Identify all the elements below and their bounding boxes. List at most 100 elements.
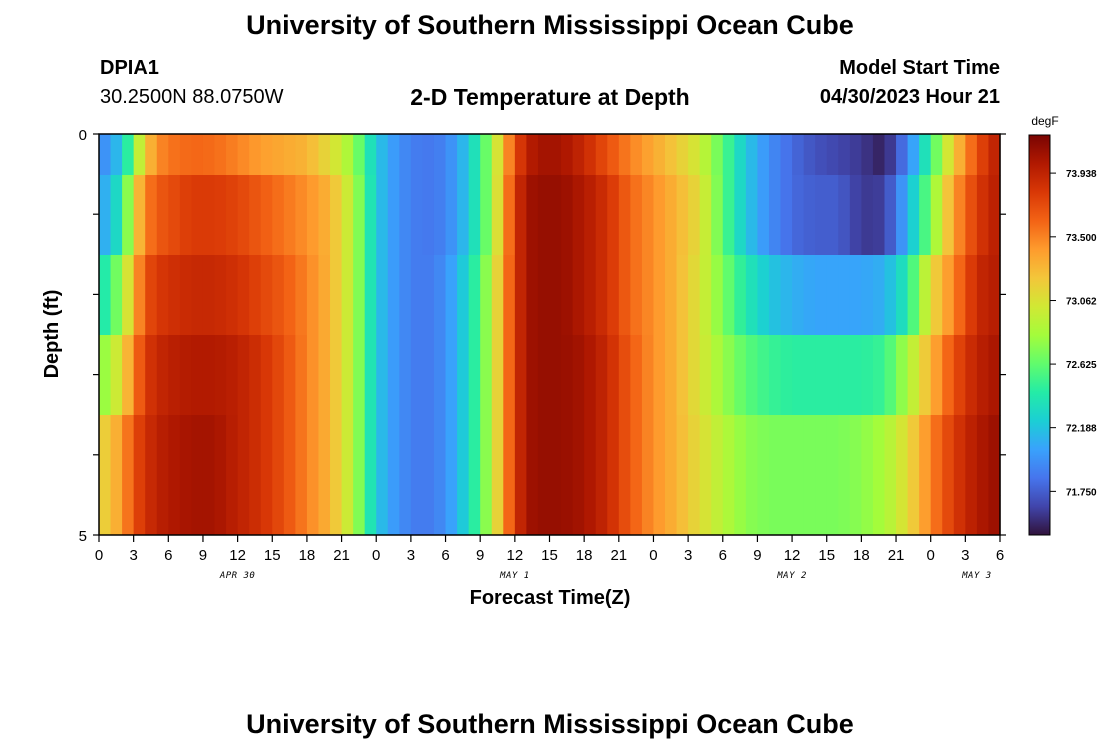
heatmap-cell [364, 335, 377, 416]
heatmap-cell [110, 175, 123, 256]
y-tick-label: 0 [79, 127, 87, 144]
heatmap-cell [376, 415, 389, 496]
heatmap-cell [630, 335, 643, 416]
heatmap-cell [341, 335, 354, 416]
heatmap-cell [433, 495, 447, 536]
heatmap-cell [156, 134, 169, 176]
heatmap-cell [607, 495, 620, 536]
heatmap-cell [480, 175, 493, 256]
heatmap-cell [595, 335, 608, 416]
heatmap-cell [179, 175, 193, 256]
x-tick-label: 12 [229, 547, 246, 564]
x-tick-label: 15 [818, 547, 835, 564]
heatmap-cell [480, 335, 493, 416]
colorbar-tick-label: 71.750 [1066, 487, 1097, 498]
heatmap-cell [168, 415, 181, 496]
heatmap-cell [537, 175, 551, 256]
day-label: MAY 2 [776, 571, 807, 581]
heatmap-cell [699, 134, 712, 176]
x-tick-label: 3 [129, 547, 137, 564]
heatmap-cell [607, 415, 620, 496]
heatmap-cell [399, 335, 412, 416]
heatmap-cell [826, 495, 839, 536]
heatmap-cell [168, 175, 181, 256]
x-tick-label: 0 [649, 547, 657, 564]
heatmap-cell [491, 495, 504, 536]
heatmap-cell [214, 495, 227, 536]
heatmap-cell [699, 175, 712, 256]
heatmap-cell [272, 134, 285, 176]
heatmap-cell [792, 255, 805, 336]
heatmap-cell [353, 255, 366, 336]
heatmap-cell [156, 255, 169, 336]
heatmap-cell [410, 255, 424, 336]
heatmap-cell [907, 415, 920, 496]
heatmap-cell [156, 335, 169, 416]
heatmap-cell [179, 335, 193, 416]
heatmap-cell [191, 255, 204, 336]
colorbar [1028, 134, 1051, 536]
heatmap-cell [237, 495, 250, 536]
heatmap-cell [630, 175, 643, 256]
heatmap-cell [561, 335, 574, 416]
heatmap-cell [907, 335, 920, 416]
heatmap-cell [872, 335, 886, 416]
heatmap-cell [133, 255, 146, 336]
heatmap-cell [168, 255, 181, 336]
heatmap-cell [653, 255, 666, 336]
heatmap-cell [745, 415, 759, 496]
heatmap-cell [988, 134, 1001, 176]
heatmap-cell [688, 415, 701, 496]
x-tick-label: 15 [264, 547, 281, 564]
heatmap-cell [872, 255, 886, 336]
heatmap-cell [202, 415, 216, 496]
heatmap-cell [260, 134, 273, 176]
heatmap-cell [145, 335, 158, 416]
x-tick-label: 12 [784, 547, 801, 564]
heatmap-cell [849, 255, 862, 336]
heatmap-cell [214, 175, 227, 256]
heatmap-cell [618, 255, 631, 336]
heatmap-cell [514, 134, 527, 176]
heatmap-cell [849, 134, 862, 176]
heatmap-cell [445, 134, 458, 176]
heatmap-cell [249, 175, 262, 256]
x-tick-label: 21 [888, 547, 905, 564]
heatmap-cell [145, 255, 158, 336]
y-tick-label: 5 [79, 528, 87, 545]
x-tick-label: 9 [476, 547, 484, 564]
heatmap-cell [630, 255, 643, 336]
heatmap-cell [641, 134, 655, 176]
station-id: DPIA1 [100, 57, 159, 79]
heatmap-cell [168, 335, 181, 416]
heatmap-cell [503, 495, 516, 536]
heatmap-cell [122, 134, 135, 176]
x-tick-label: 15 [541, 547, 558, 564]
heatmap-cell [457, 415, 470, 496]
heatmap-cell [942, 415, 955, 496]
x-tick-label: 0 [95, 547, 103, 564]
heatmap-cell [110, 415, 123, 496]
heatmap-cell [572, 175, 585, 256]
heatmap-cell [295, 415, 308, 496]
heatmap-cell [584, 255, 597, 336]
heatmap-cell [792, 495, 805, 536]
heatmap-cell [722, 495, 735, 536]
heatmap-cell [595, 495, 608, 536]
heatmap-cell [237, 255, 250, 336]
heatmap-cell [468, 495, 481, 536]
heatmap-cell [537, 415, 551, 496]
heatmap-cell [179, 415, 193, 496]
heatmap-cell [168, 134, 181, 176]
heatmap-cell [191, 335, 204, 416]
heatmap-cell [745, 175, 759, 256]
heatmap-cell [711, 134, 724, 176]
heatmap-cell [572, 255, 585, 336]
heatmap-cell [907, 495, 920, 536]
heatmap-cell [780, 255, 793, 336]
heatmap-cell [353, 175, 366, 256]
heatmap-cell [133, 175, 146, 256]
heatmap-cell [768, 134, 782, 176]
heatmap-cell [607, 335, 620, 416]
heatmap-cell [572, 415, 585, 496]
